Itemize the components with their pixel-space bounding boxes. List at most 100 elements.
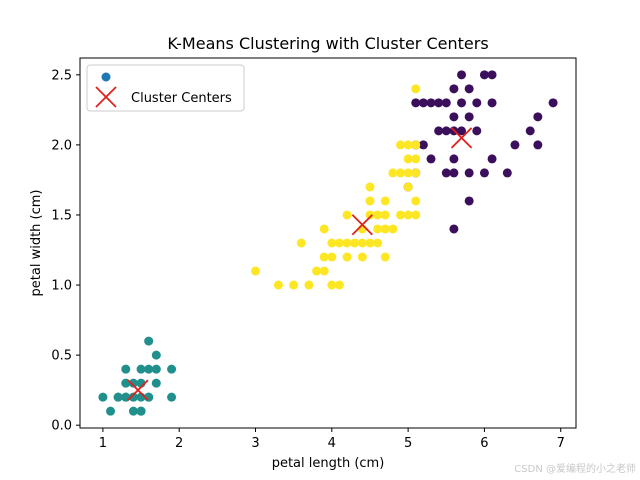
data-point-cluster-2 (365, 182, 375, 192)
data-point-cluster-2 (403, 182, 413, 192)
data-point-cluster-2 (273, 280, 283, 290)
data-point-cluster-2 (395, 210, 405, 220)
data-point-cluster-0 (510, 140, 520, 150)
data-point-cluster-0 (472, 98, 482, 108)
data-point-cluster-2 (380, 196, 390, 206)
x-tick-label: 1 (99, 436, 107, 451)
data-point-cluster-2 (395, 168, 405, 178)
data-point-cluster-0 (441, 126, 451, 136)
data-point-cluster-2 (380, 210, 390, 220)
data-point-cluster-1 (144, 364, 154, 374)
data-point-cluster-2 (411, 210, 421, 220)
legend-label-centers: Cluster Centers (131, 91, 232, 106)
data-point-cluster-2 (327, 280, 337, 290)
data-point-cluster-0 (441, 168, 451, 178)
y-tick-label: 0.5 (51, 349, 72, 364)
chart-title: K-Means Clustering with Cluster Centers (167, 34, 488, 53)
y-axis-title: petal width (cm) (29, 190, 44, 297)
data-point-cluster-0 (464, 112, 474, 122)
data-point-cluster-2 (365, 196, 375, 206)
data-point-cluster-1 (106, 406, 116, 416)
data-point-cluster-1 (128, 378, 138, 388)
data-point-cluster-0 (426, 154, 436, 164)
data-point-cluster-2 (411, 140, 421, 150)
data-point-cluster-2 (334, 238, 344, 248)
data-point-cluster-1 (167, 392, 177, 402)
x-tick-label: 3 (251, 436, 259, 451)
data-point-cluster-0 (426, 98, 436, 108)
data-point-cluster-0 (449, 84, 459, 94)
data-point-cluster-0 (449, 224, 459, 234)
data-point-cluster-1 (167, 364, 177, 374)
x-axis-title: petal length (cm) (272, 456, 385, 471)
data-point-cluster-2 (403, 168, 413, 178)
data-point-cluster-2 (319, 224, 329, 234)
data-point-cluster-0 (434, 98, 444, 108)
data-point-cluster-2 (319, 252, 329, 262)
data-point-cluster-2 (373, 238, 383, 248)
axis-ticks: 1 2 3 4 5 6 7 0.0 0.5 1.0 1.5 2.0 2.5 (51, 68, 565, 451)
x-tick-label: 7 (557, 436, 565, 451)
plot-frame (79, 57, 577, 429)
cluster-center-2 (351, 214, 373, 236)
y-tick-label: 0.0 (51, 419, 72, 434)
data-point-cluster-2 (365, 210, 375, 220)
data-point-cluster-1 (128, 406, 138, 416)
y-tick-label: 1.5 (51, 208, 72, 223)
data-point-cluster-0 (434, 126, 444, 136)
x-tick-label: 6 (480, 436, 488, 451)
data-point-cluster-2 (296, 238, 306, 248)
data-point-cluster-0 (411, 98, 421, 108)
data-point-cluster-1 (136, 364, 146, 374)
data-point-cluster-0 (525, 126, 535, 136)
data-point-cluster-0 (464, 196, 474, 206)
data-point-cluster-1 (136, 406, 146, 416)
x-tick-label: 4 (328, 436, 336, 451)
legend-marker-centers-x-icon (95, 86, 117, 108)
data-point-cluster-1 (151, 364, 161, 374)
data-point-cluster-2 (342, 210, 352, 220)
data-point-cluster-2 (289, 280, 299, 290)
data-point-cluster-2 (312, 266, 322, 276)
data-point-cluster-0 (457, 126, 467, 136)
data-point-cluster-0 (418, 98, 428, 108)
data-point-cluster-1 (113, 392, 123, 402)
data-point-cluster-0 (441, 98, 451, 108)
data-point-cluster-2 (365, 238, 375, 248)
data-point-cluster-0 (533, 112, 543, 122)
data-point-cluster-2 (373, 210, 383, 220)
data-point-cluster-2 (411, 168, 421, 178)
data-point-cluster-2 (357, 252, 367, 262)
data-point-cluster-0 (487, 98, 497, 108)
data-point-cluster-2 (403, 210, 413, 220)
data-point-cluster-2 (327, 238, 337, 248)
data-point-cluster-1 (98, 392, 108, 402)
data-point-cluster-0 (464, 84, 474, 94)
data-point-cluster-0 (487, 154, 497, 164)
data-point-cluster-0 (418, 140, 428, 150)
cluster-centers (127, 127, 473, 401)
data-point-cluster-1 (121, 364, 131, 374)
data-point-cluster-2 (380, 252, 390, 262)
y-tick-label: 2.5 (51, 68, 72, 83)
data-point-cluster-2 (373, 224, 383, 234)
data-point-cluster-0 (449, 154, 459, 164)
data-point-cluster-0 (502, 168, 512, 178)
data-point-cluster-0 (479, 70, 489, 80)
data-point-cluster-0 (449, 112, 459, 122)
data-point-cluster-0 (472, 126, 482, 136)
legend: Cluster Centers (86, 64, 245, 112)
data-point-cluster-2 (411, 154, 421, 164)
data-point-cluster-2 (342, 252, 352, 262)
data-point-cluster-2 (411, 84, 421, 94)
data-point-cluster-0 (457, 98, 467, 108)
data-point-cluster-2 (304, 280, 314, 290)
data-point-cluster-2 (411, 196, 421, 206)
data-point-cluster-2 (350, 238, 360, 248)
data-point-cluster-0 (457, 70, 467, 80)
y-tick-label: 2.0 (51, 138, 72, 153)
data-point-cluster-1 (128, 392, 138, 402)
data-point-cluster-0 (449, 168, 459, 178)
data-point-cluster-0 (479, 168, 489, 178)
data-point-cluster-1 (144, 336, 154, 346)
